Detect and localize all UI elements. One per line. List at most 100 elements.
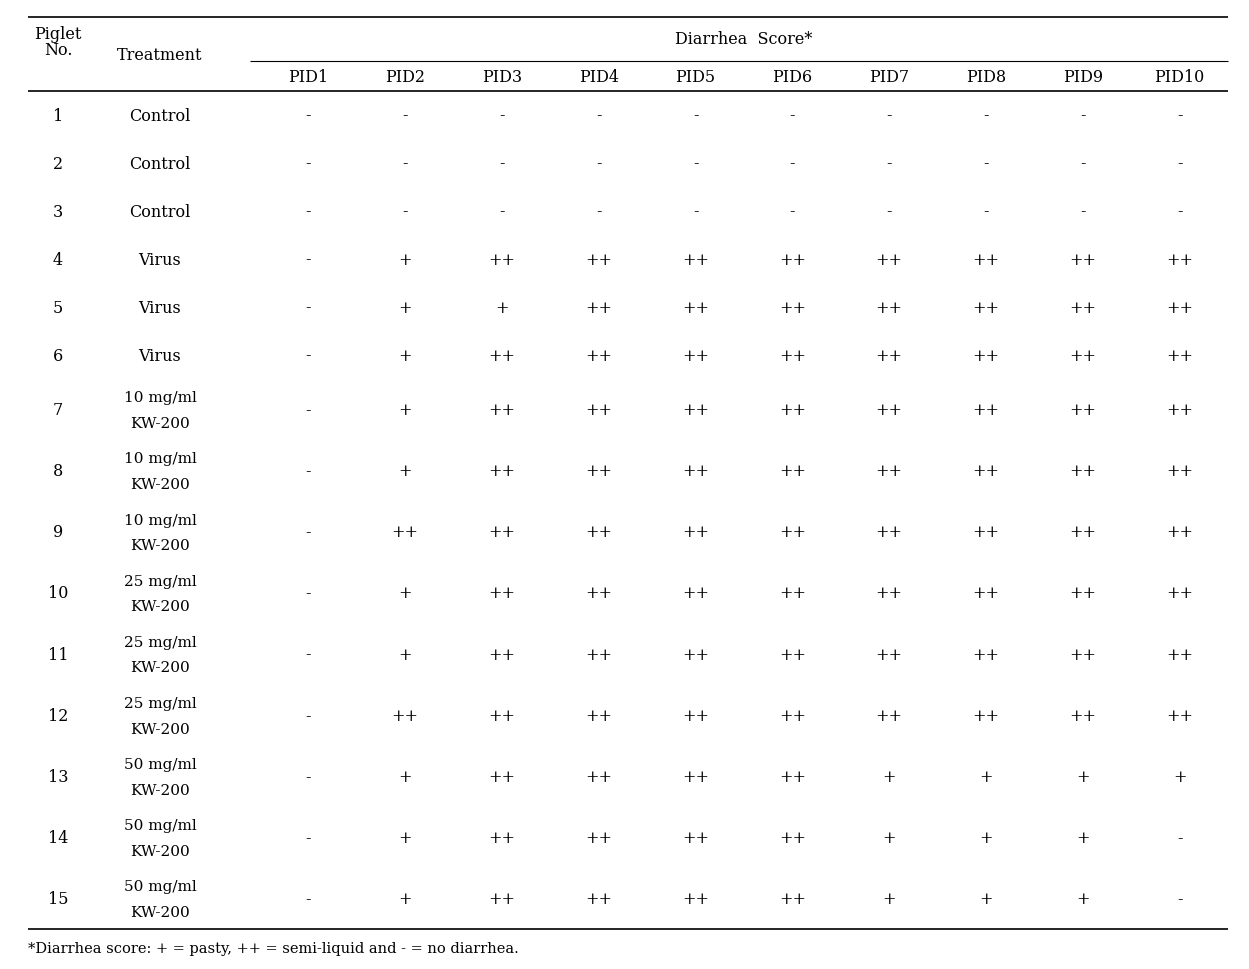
Text: *Diarrhea score: + = pasty, ++ = semi-liquid and - = no diarrhea.: *Diarrhea score: + = pasty, ++ = semi-li… [27, 941, 518, 955]
Text: +: + [398, 251, 412, 268]
Text: +: + [398, 646, 412, 663]
Text: -: - [1177, 891, 1183, 907]
Text: 15: 15 [47, 891, 69, 907]
Text: ++: ++ [682, 402, 709, 419]
Text: ++: ++ [586, 463, 612, 480]
Text: -: - [789, 203, 796, 220]
Text: -: - [1080, 203, 1085, 220]
Text: KW-200: KW-200 [130, 905, 190, 919]
Text: -: - [402, 155, 408, 172]
Text: +: + [883, 829, 896, 846]
Text: -: - [983, 108, 989, 124]
Text: -: - [306, 299, 311, 316]
Text: Treatment: Treatment [117, 47, 202, 63]
Text: 6: 6 [52, 347, 64, 364]
Text: +: + [496, 299, 508, 316]
Text: -: - [596, 108, 602, 124]
Text: 1: 1 [52, 108, 64, 124]
Text: ++: ++ [1069, 646, 1097, 663]
Text: Virus: Virus [139, 251, 181, 268]
Text: ++: ++ [1069, 463, 1097, 480]
Text: ++: ++ [488, 463, 516, 480]
Text: -: - [693, 155, 698, 172]
Text: No.: No. [44, 42, 72, 59]
Text: 12: 12 [47, 707, 69, 724]
Text: ++: ++ [779, 646, 806, 663]
Text: ++: ++ [779, 463, 806, 480]
Text: 25 mg/ml: 25 mg/ml [124, 696, 196, 710]
Text: ++: ++ [682, 251, 709, 268]
Text: Piglet: Piglet [34, 26, 81, 43]
Text: ++: ++ [876, 585, 903, 602]
Text: ++: ++ [1069, 585, 1097, 602]
Text: -: - [1080, 155, 1085, 172]
Text: 10 mg/ml: 10 mg/ml [124, 452, 196, 466]
Text: ++: ++ [586, 402, 612, 419]
Text: 10: 10 [47, 585, 69, 602]
Text: ++: ++ [488, 585, 516, 602]
Text: 4: 4 [52, 251, 62, 268]
Text: -: - [983, 155, 989, 172]
Text: +: + [1173, 768, 1187, 785]
Text: ++: ++ [1167, 463, 1193, 480]
Text: ++: ++ [876, 299, 903, 316]
Text: +: + [1077, 768, 1089, 785]
Text: -: - [596, 155, 602, 172]
Text: ++: ++ [779, 524, 806, 541]
Text: ++: ++ [973, 463, 999, 480]
Text: 25 mg/ml: 25 mg/ml [124, 574, 196, 588]
Text: 10 mg/ml: 10 mg/ml [124, 391, 196, 405]
Text: +: + [398, 585, 412, 602]
Text: ++: ++ [1167, 347, 1193, 364]
Text: 13: 13 [47, 768, 69, 785]
Text: ++: ++ [973, 251, 999, 268]
Text: -: - [306, 585, 311, 602]
Text: ++: ++ [682, 829, 709, 846]
Text: KW-200: KW-200 [130, 844, 190, 858]
Text: PID8: PID8 [965, 69, 1005, 85]
Text: Virus: Virus [139, 299, 181, 316]
Text: 8: 8 [52, 463, 64, 480]
Text: ++: ++ [682, 768, 709, 785]
Text: +: + [883, 891, 896, 907]
Text: -: - [596, 203, 602, 220]
Text: 5: 5 [52, 299, 64, 316]
Text: ++: ++ [586, 347, 612, 364]
Text: ++: ++ [876, 347, 903, 364]
Text: -: - [887, 155, 892, 172]
Text: ++: ++ [586, 891, 612, 907]
Text: -: - [306, 646, 311, 663]
Text: ++: ++ [586, 646, 612, 663]
Text: ++: ++ [586, 251, 612, 268]
Text: -: - [306, 347, 311, 364]
Text: 11: 11 [47, 646, 69, 663]
Text: -: - [402, 108, 408, 124]
Text: ++: ++ [488, 829, 516, 846]
Text: Virus: Virus [139, 347, 181, 364]
Text: ++: ++ [876, 524, 903, 541]
Text: -: - [789, 155, 796, 172]
Text: 10 mg/ml: 10 mg/ml [124, 513, 196, 527]
Text: 2: 2 [52, 155, 62, 172]
Text: +: + [398, 402, 412, 419]
Text: +: + [1077, 829, 1089, 846]
Text: ++: ++ [973, 347, 999, 364]
Text: +: + [398, 768, 412, 785]
Text: -: - [1177, 829, 1183, 846]
Text: ++: ++ [1167, 585, 1193, 602]
Text: +: + [1077, 891, 1089, 907]
Text: 14: 14 [47, 829, 69, 846]
Text: ++: ++ [586, 707, 612, 724]
Text: ++: ++ [488, 251, 516, 268]
Text: +: + [979, 829, 993, 846]
Text: -: - [693, 203, 698, 220]
Text: ++: ++ [586, 585, 612, 602]
Text: ++: ++ [973, 585, 999, 602]
Text: Control: Control [130, 155, 191, 172]
Text: ++: ++ [488, 891, 516, 907]
Text: ++: ++ [488, 768, 516, 785]
Text: ++: ++ [876, 402, 903, 419]
Text: ++: ++ [1167, 299, 1193, 316]
Text: -: - [500, 108, 505, 124]
Text: ++: ++ [779, 707, 806, 724]
